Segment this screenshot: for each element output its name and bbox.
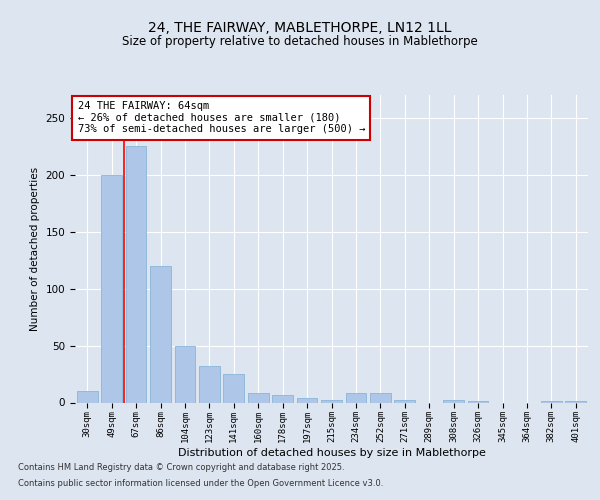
Text: 24, THE FAIRWAY, MABLETHORPE, LN12 1LL: 24, THE FAIRWAY, MABLETHORPE, LN12 1LL xyxy=(148,21,452,35)
Y-axis label: Number of detached properties: Number of detached properties xyxy=(30,166,40,331)
Bar xyxy=(125,146,146,403)
Text: Size of property relative to detached houses in Mablethorpe: Size of property relative to detached ho… xyxy=(122,35,478,48)
Text: Contains HM Land Registry data © Crown copyright and database right 2025.: Contains HM Land Registry data © Crown c… xyxy=(18,464,344,472)
Bar xyxy=(223,374,244,402)
X-axis label: Distribution of detached houses by size in Mablethorpe: Distribution of detached houses by size … xyxy=(178,448,485,458)
Bar xyxy=(296,398,317,402)
Bar xyxy=(443,400,464,402)
Bar xyxy=(77,391,98,402)
Text: 24 THE FAIRWAY: 64sqm
← 26% of detached houses are smaller (180)
73% of semi-det: 24 THE FAIRWAY: 64sqm ← 26% of detached … xyxy=(77,101,365,134)
Bar xyxy=(321,400,342,402)
Text: Contains public sector information licensed under the Open Government Licence v3: Contains public sector information licen… xyxy=(18,478,383,488)
Bar xyxy=(346,394,367,402)
Bar xyxy=(150,266,171,402)
Bar xyxy=(248,394,269,402)
Bar xyxy=(370,394,391,402)
Bar xyxy=(175,346,196,403)
Bar xyxy=(394,400,415,402)
Bar xyxy=(101,174,122,402)
Bar xyxy=(199,366,220,403)
Bar xyxy=(272,394,293,402)
